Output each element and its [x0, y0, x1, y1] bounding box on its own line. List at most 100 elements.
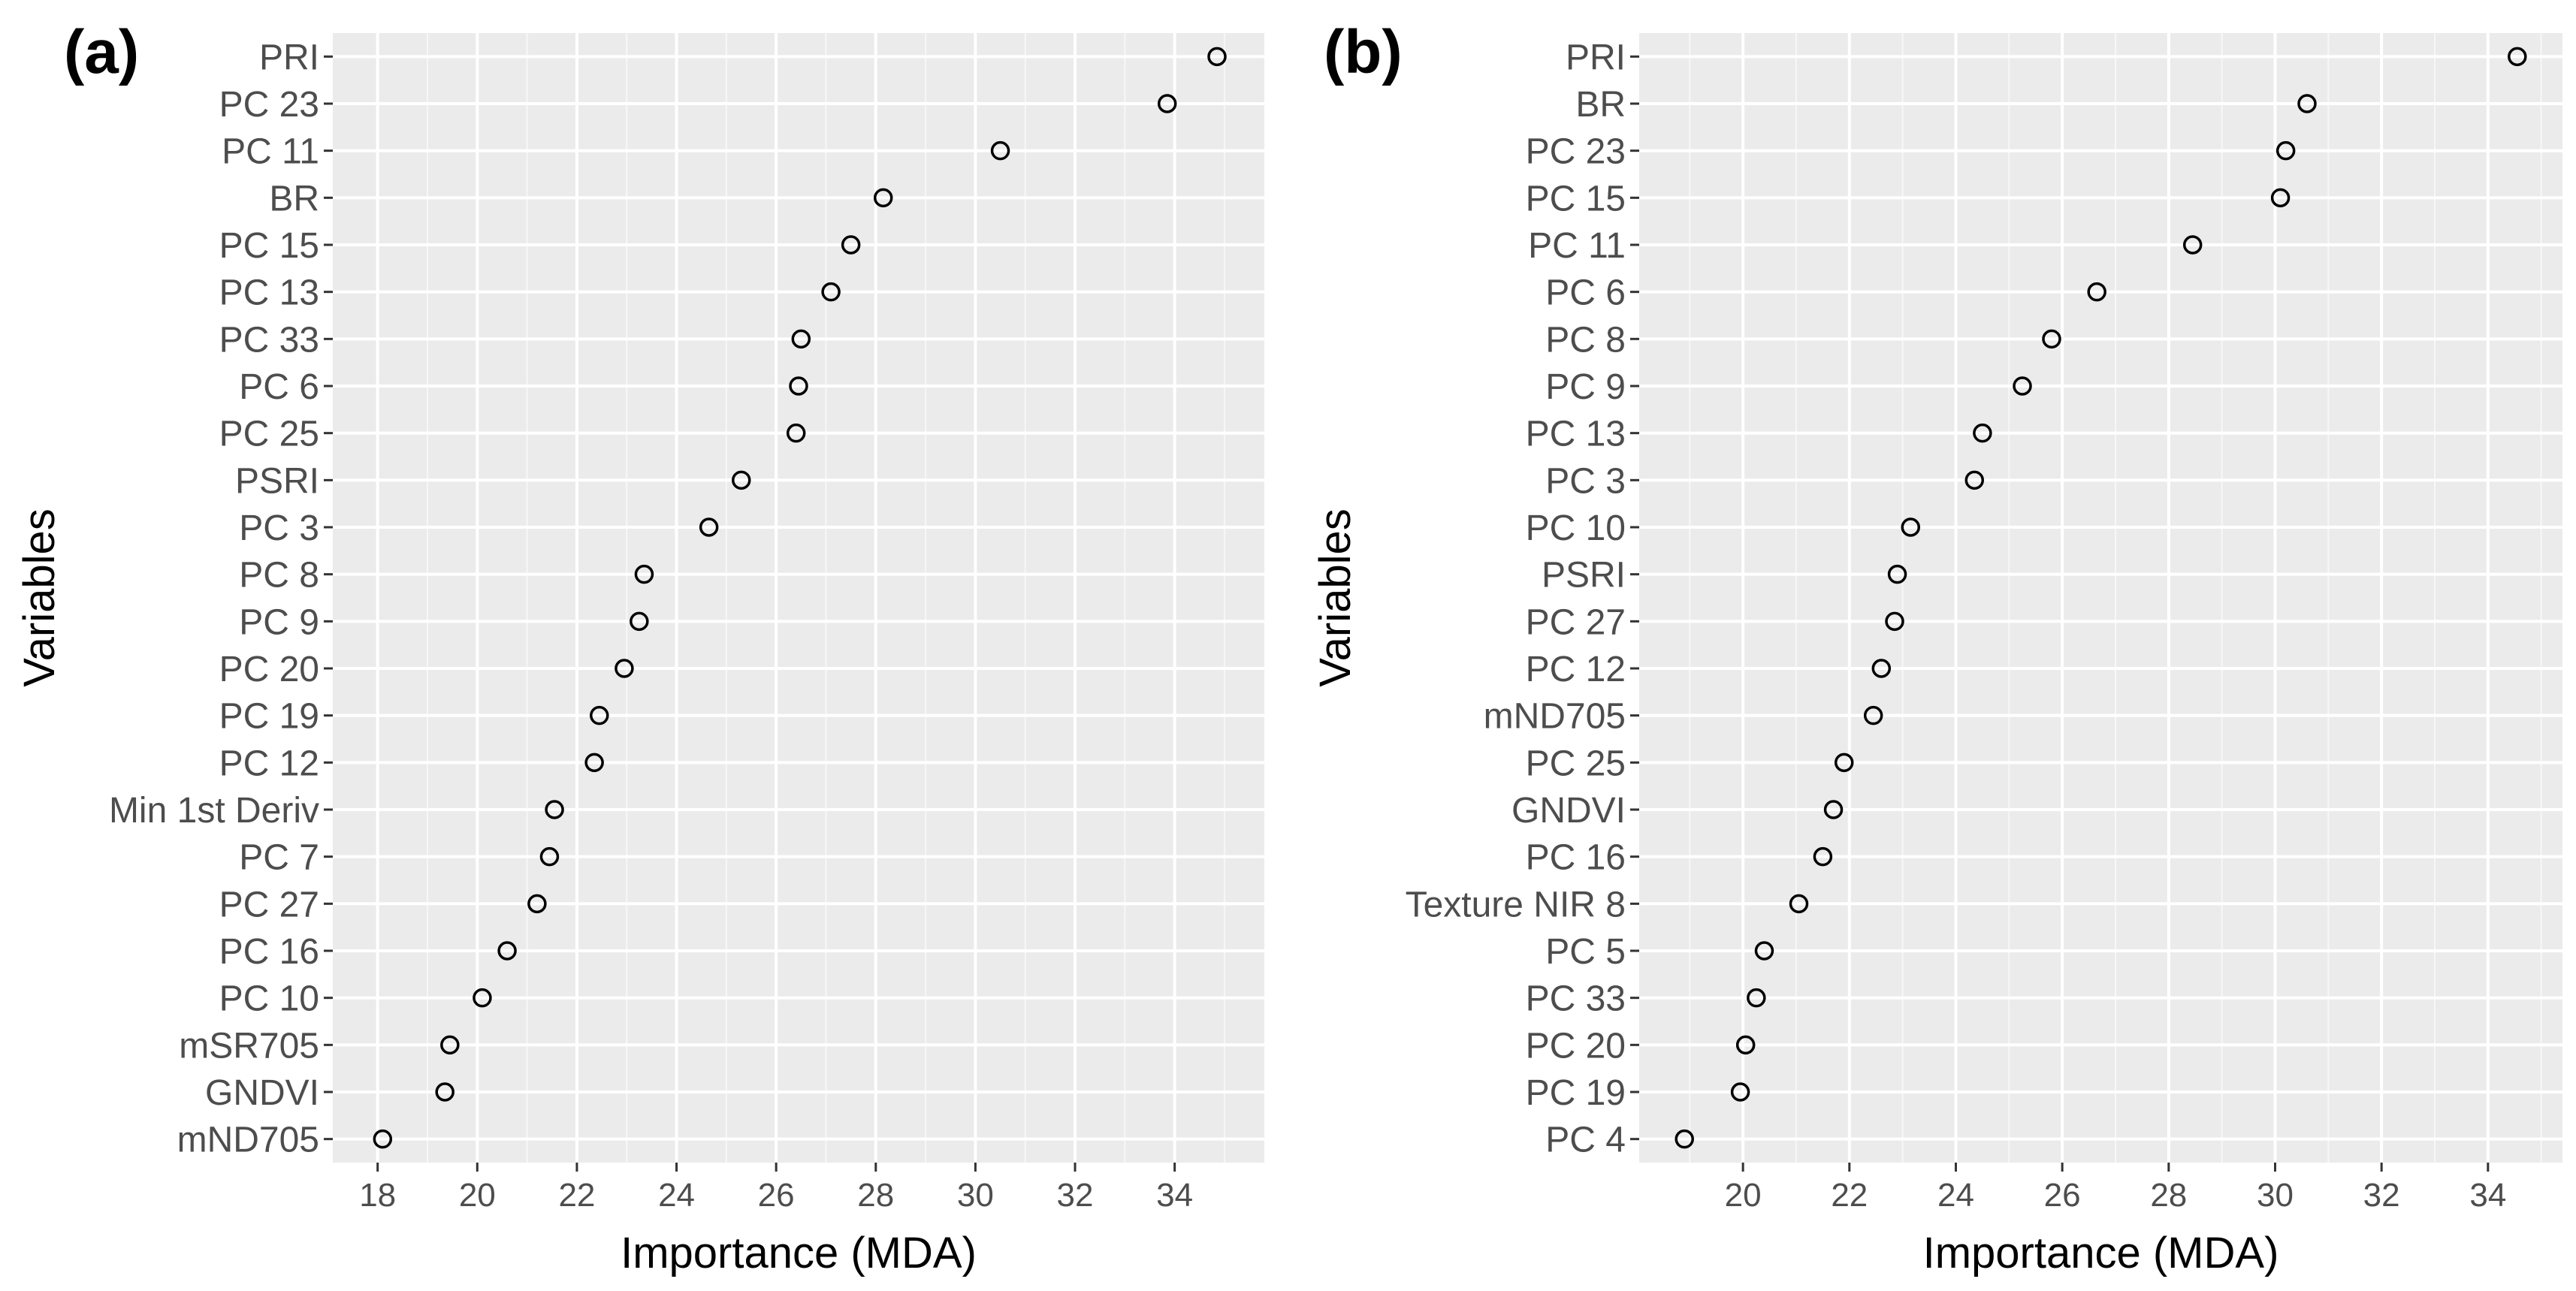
data-point [590, 705, 609, 725]
category-label: GNDVI [205, 1073, 319, 1113]
category-label: PC 7 [239, 838, 319, 878]
data-point [873, 188, 893, 208]
category-label: PC 4 [1545, 1121, 1626, 1160]
data-point [990, 140, 1010, 161]
category-label: PC 11 [1528, 226, 1626, 266]
plot-background [1639, 33, 2562, 1163]
category-label: PC 23 [1526, 132, 1626, 172]
category-label: PC 19 [1526, 1073, 1626, 1113]
x-tick-label: 24 [658, 1177, 695, 1214]
x-axis-title: Importance (MDA) [1923, 1229, 2279, 1277]
x-tick-label: 32 [2363, 1177, 2400, 1214]
x-tick-label: 30 [957, 1177, 994, 1214]
data-point [786, 423, 806, 443]
data-point [2182, 235, 2203, 255]
category-label: PC 20 [1526, 1026, 1626, 1066]
x-tick-label: 22 [1831, 1177, 1868, 1214]
x-tick-label: 32 [1057, 1177, 1094, 1214]
x-tick-label: 28 [2150, 1177, 2187, 1214]
plot-background [333, 33, 1264, 1163]
data-point [821, 282, 841, 302]
category-label: Texture NIR 8 [1406, 885, 1626, 925]
data-point [1157, 94, 1177, 113]
category-label: PC 5 [1545, 932, 1626, 972]
category-label: BR [269, 179, 319, 219]
data-point [527, 894, 547, 914]
data-point [545, 800, 564, 819]
data-point [1885, 611, 1904, 632]
category-label: PC 13 [1526, 415, 1626, 454]
category-label: PRI [259, 38, 319, 77]
data-point [435, 1082, 454, 1102]
data-point [539, 846, 560, 867]
data-point [630, 611, 649, 632]
y-axis-title: Variables [15, 508, 64, 687]
category-label: GNDVI [1511, 791, 1626, 831]
category-label: PC 16 [1526, 838, 1626, 878]
data-point [440, 1035, 460, 1055]
data-point [634, 564, 654, 584]
x-tick-label: 28 [857, 1177, 894, 1214]
data-point [1871, 659, 1892, 678]
category-label: mND705 [1484, 697, 1626, 737]
data-point [2042, 329, 2061, 349]
category-label: mND705 [177, 1121, 319, 1160]
data-point [2297, 94, 2317, 113]
data-point [791, 329, 811, 349]
category-label: PC 6 [239, 367, 319, 407]
x-tick-label: 26 [758, 1177, 795, 1214]
category-label: PC 15 [1526, 179, 1626, 219]
x-tick-label: 20 [1725, 1177, 1762, 1214]
category-label: PC 33 [219, 320, 319, 360]
data-point [1789, 894, 1809, 914]
x-tick-label: 20 [459, 1177, 496, 1214]
data-point [615, 659, 634, 678]
x-axis-title: Importance (MDA) [621, 1229, 977, 1277]
data-point [1973, 423, 1992, 443]
data-point [1747, 988, 1766, 1008]
data-point [497, 941, 517, 961]
category-label: PSRI [1542, 556, 1626, 596]
data-point [584, 753, 604, 773]
x-tick-label: 26 [2044, 1177, 2081, 1214]
category-label: PC 10 [1526, 508, 1626, 548]
category-label: PC 3 [1545, 461, 1626, 501]
category-label: PC 15 [219, 226, 319, 266]
y-axis-title: Variables [1311, 508, 1360, 687]
category-label: mSR705 [179, 1026, 319, 1066]
data-point [1887, 564, 1907, 584]
category-label: PC 33 [1526, 979, 1626, 1019]
data-point [1754, 941, 1774, 961]
panel-label: (a) [64, 18, 139, 86]
x-tick-label: 34 [1156, 1177, 1193, 1214]
category-label: PC 19 [219, 697, 319, 737]
data-point [1901, 517, 1921, 537]
category-label: Min 1st Deriv [109, 791, 319, 831]
category-label: PC 11 [222, 132, 319, 172]
x-tick-label: 34 [2469, 1177, 2506, 1214]
category-label: PC 13 [219, 273, 319, 313]
category-label: BR [1575, 85, 1626, 125]
data-point [731, 470, 751, 490]
data-point [2013, 376, 2032, 396]
data-point [789, 376, 808, 396]
category-label: PC 20 [219, 650, 319, 689]
category-label: PC 27 [1526, 602, 1626, 642]
data-point [2087, 282, 2106, 302]
data-point [1207, 47, 1227, 67]
category-label: PC 8 [239, 556, 319, 596]
data-point [1863, 705, 1883, 725]
x-tick-label: 24 [1937, 1177, 1974, 1214]
data-point [699, 517, 719, 537]
category-label: PC 9 [1545, 367, 1626, 407]
category-label: PC 12 [1526, 650, 1626, 689]
data-point [1823, 800, 1844, 819]
chart-panel-b: 20 22 24 26 28 30 32 34 PRI BR PC 23 PC 15 PC 11 PC 6… [1311, 18, 2562, 1277]
category-label: PRI [1566, 38, 1626, 77]
data-point [2276, 140, 2296, 161]
category-label: PC 25 [219, 415, 319, 454]
x-tick-label: 22 [558, 1177, 595, 1214]
data-point [841, 235, 861, 255]
data-point [1730, 1082, 1750, 1102]
